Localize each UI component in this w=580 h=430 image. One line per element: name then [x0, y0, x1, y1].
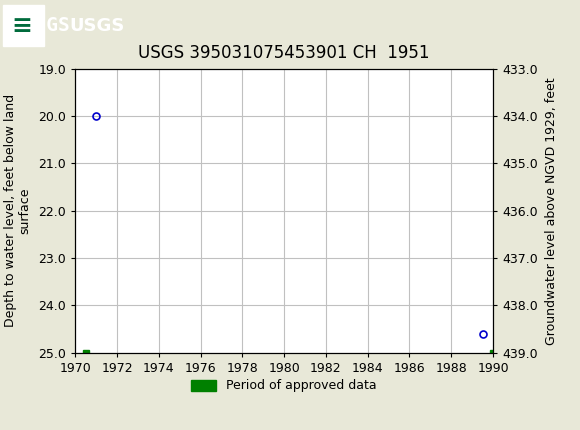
- Text: USGS: USGS: [70, 17, 125, 35]
- Legend: Period of approved data: Period of approved data: [186, 375, 382, 397]
- FancyBboxPatch shape: [3, 5, 43, 46]
- Y-axis label: Depth to water level, feet below land
surface: Depth to water level, feet below land su…: [3, 94, 31, 327]
- Text: ≡USGS: ≡USGS: [12, 16, 70, 35]
- Text: ≡: ≡: [12, 14, 32, 38]
- Title: USGS 395031075453901 CH  1951: USGS 395031075453901 CH 1951: [139, 44, 430, 61]
- Y-axis label: Groundwater level above NGVD 1929, feet: Groundwater level above NGVD 1929, feet: [545, 77, 558, 344]
